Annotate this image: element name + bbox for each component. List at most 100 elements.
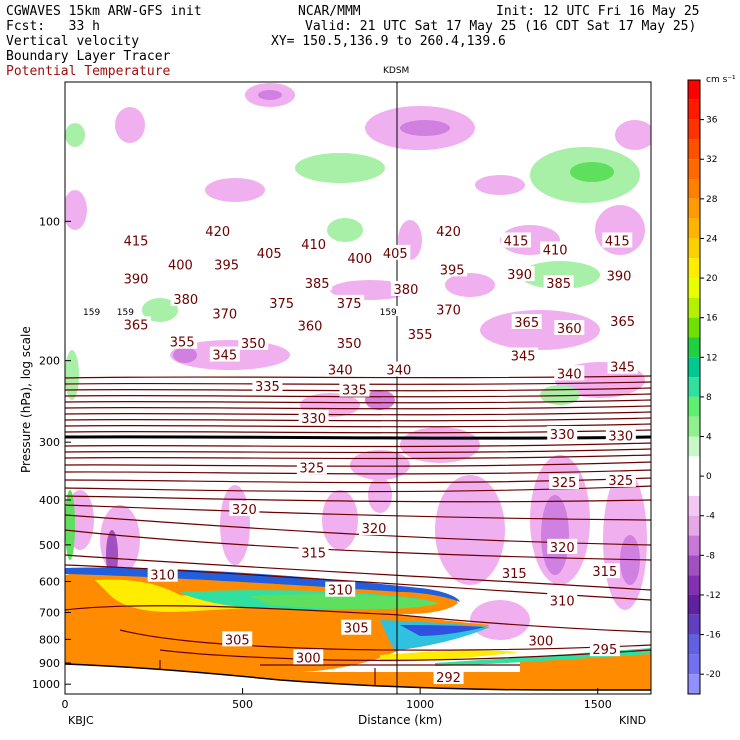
- theta-label-bg: [548, 474, 579, 490]
- colorbar-tick-label: -12: [706, 591, 721, 601]
- theta-label-bg: [341, 619, 372, 635]
- y-axis-label: Pressure (hPa), log scale: [19, 326, 33, 473]
- theta-label: 380: [394, 283, 419, 298]
- theta-label-bg: [167, 333, 198, 349]
- theta-label: 325: [608, 474, 633, 489]
- w-patch-down: [115, 107, 145, 143]
- theta-label: 310: [550, 595, 575, 610]
- x-tick-label: 0: [62, 698, 69, 711]
- colorbar-band: [688, 614, 700, 635]
- theta-label: 395: [440, 263, 465, 278]
- colorbar-tick-label: -20: [706, 670, 721, 680]
- theta-label-bg: [405, 325, 436, 341]
- theta-label: 350: [241, 337, 266, 352]
- theta-label-bg: [433, 301, 464, 317]
- colorbar-band: [688, 594, 700, 615]
- colorbar-band: [688, 317, 700, 338]
- x-tick-label: 1000: [406, 698, 434, 711]
- colorbar-band: [688, 515, 700, 536]
- colorbar-tick-label: 16: [706, 314, 718, 324]
- theta-label: 410: [301, 238, 326, 253]
- tracer-blue: [400, 625, 485, 636]
- colorbar-tick-label: 8: [706, 393, 712, 403]
- theta-label: 315: [502, 567, 527, 582]
- small-label: 159: [83, 308, 100, 318]
- x-tick-label: 500: [232, 698, 253, 711]
- colorbar-tick-label: -8: [706, 551, 715, 561]
- theta-label: 320: [550, 541, 575, 556]
- theta-label: 320: [362, 522, 387, 537]
- w-patch-up: [65, 123, 85, 147]
- w-patch-down-core: [365, 390, 395, 410]
- org-label: NCAR/MMM: [298, 4, 361, 19]
- theta-label-bg: [499, 564, 530, 580]
- w-patch-down: [220, 485, 250, 565]
- theta-label-bg: [589, 641, 620, 657]
- theta-label-bg: [298, 544, 329, 560]
- colorbar-band: [688, 396, 700, 417]
- theta-label: 295: [592, 643, 617, 658]
- colorbar-band: [688, 218, 700, 239]
- colorbar-band: [688, 297, 700, 318]
- w-patch-down-core: [173, 347, 197, 363]
- w-patch-up-core: [65, 490, 75, 560]
- terrain-line: [65, 663, 651, 691]
- theta-label: 380: [173, 293, 198, 308]
- w-patch-down: [615, 120, 651, 150]
- colorbar-band: [688, 416, 700, 437]
- colorbar-units: cm s⁻¹: [706, 75, 736, 85]
- y-tick-label: 200: [39, 355, 60, 368]
- theta-label-bg: [344, 249, 375, 265]
- theta-label-bg: [121, 232, 152, 248]
- theta-label-bg: [390, 280, 421, 296]
- w-patch-down: [322, 490, 358, 550]
- theta-label: 365: [610, 315, 635, 330]
- theta-label: 415: [504, 234, 529, 249]
- y-tick-label: 500: [39, 539, 60, 552]
- theta-label: 340: [386, 364, 411, 379]
- theta-label-bg: [543, 275, 574, 291]
- y-tick-label: 600: [39, 576, 60, 589]
- colorbar: 36 32 28 24 20 16 12 8 4 0 -4 -8 -12 -16 -20 cm s⁻¹: [687, 75, 736, 695]
- x-axis: 0 500 1000 1500: [62, 688, 612, 711]
- colorbar-band: [688, 495, 700, 516]
- w-patch-down: [475, 175, 525, 195]
- theta-label: 335: [255, 380, 280, 395]
- theta-label: 300: [528, 635, 553, 650]
- theta-label-bg: [508, 347, 539, 363]
- theta-label: 405: [383, 247, 408, 262]
- theta-label: 320: [232, 503, 257, 518]
- w-patch-down-core: [400, 120, 450, 136]
- theta-label-bg: [604, 267, 635, 283]
- w-patch-up: [295, 153, 385, 183]
- theta-label-bg: [383, 361, 414, 377]
- colorbar-tick-label: 36: [706, 116, 718, 126]
- w-patch-down: [400, 427, 480, 463]
- colorbar-tick-label: 24: [706, 234, 718, 244]
- colorbar-band: [688, 159, 700, 180]
- colorbar-band: [688, 654, 700, 675]
- theta-label-bg: [298, 409, 329, 425]
- w-patch-up: [65, 350, 79, 400]
- theta-label-bg: [209, 305, 240, 321]
- y-tick-label: 800: [39, 633, 60, 646]
- theta-label: 405: [257, 247, 282, 262]
- w-patch-down: [100, 505, 140, 575]
- theta-label: 355: [170, 336, 195, 351]
- theta-label-bg: [547, 592, 578, 608]
- theta-label: 375: [269, 297, 294, 312]
- theta-label-bg: [602, 232, 633, 248]
- colorbar-band: [688, 357, 700, 378]
- theta-label-bg: [589, 563, 620, 579]
- below-ground: [65, 664, 651, 694]
- plot-frame: [64, 81, 652, 695]
- colorbar-tick-label: 20: [706, 274, 718, 284]
- colorbar-tick-label: -16: [706, 631, 721, 641]
- theta-label-bg: [540, 241, 571, 257]
- theta-label-bg: [254, 244, 285, 260]
- w-patch-down-core: [258, 90, 282, 100]
- w-patch-down-core: [541, 495, 569, 575]
- colorbar-band: [688, 555, 700, 576]
- w-patch-down: [65, 190, 87, 230]
